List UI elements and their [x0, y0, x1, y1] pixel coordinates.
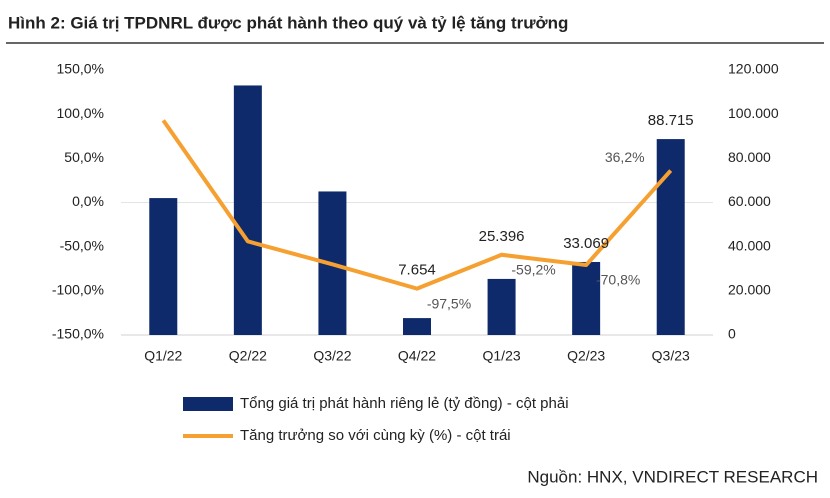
x-tick-label: Q2/23	[567, 348, 605, 364]
y-tick-label: -50,0%	[60, 237, 104, 253]
chart-title: Hình 2: Giá trị TPDNRL được phát hành th…	[8, 13, 568, 32]
source: Nguồn: HNX, VNDIRECT RESEARCH	[527, 467, 818, 486]
y-tick-label: 0,0%	[72, 193, 104, 209]
bar-value-label: 88.715	[648, 112, 694, 129]
bar	[403, 318, 431, 335]
y-tick-label: 100,0%	[57, 105, 104, 121]
legend-label: Tăng trưởng so với cùng kỳ (%) - cột trá…	[240, 427, 511, 444]
bar	[233, 85, 262, 335]
line-value-label: -70,8%	[596, 272, 640, 288]
x-tick-label: Q2/22	[229, 348, 267, 364]
y-tick-label: 50,0%	[64, 149, 104, 165]
bar	[656, 139, 685, 335]
line-value-label: 36,2%	[605, 149, 645, 165]
y2-tick-label: 0	[728, 326, 736, 342]
bar	[487, 278, 516, 335]
x-tick-label: Q1/23	[483, 348, 521, 364]
bar	[572, 261, 601, 335]
y-tick-label: 150,0%	[57, 61, 104, 77]
y-tick-label: -100,0%	[52, 282, 104, 298]
bar-value-label: 33.069	[563, 235, 609, 252]
bar	[149, 198, 178, 335]
bar-value-label: 7.654	[398, 262, 436, 279]
y2-tick-label: 120.000	[728, 61, 779, 77]
y2-tick-label: 40.000	[728, 237, 771, 253]
line-value-label: -97,5%	[427, 295, 471, 311]
legend-swatch	[183, 397, 233, 411]
x-tick-label: Q3/22	[313, 348, 351, 364]
legend-label: Tổng giá trị phát hành riêng lẻ (tỷ đồng…	[240, 395, 569, 412]
line-value-label: -59,2%	[511, 261, 555, 277]
y2-tick-label: 20.000	[728, 282, 771, 298]
x-tick-label: Q4/22	[398, 348, 436, 364]
x-tick-label: Q1/22	[144, 348, 182, 364]
y2-tick-label: 60.000	[728, 193, 771, 209]
line	[161, 119, 673, 291]
y2-tick-label: 100.000	[728, 105, 779, 121]
y-tick-label: -150,0%	[52, 326, 104, 342]
x-tick-label: Q3/23	[652, 348, 690, 364]
bar-value-label: 25.396	[479, 228, 525, 245]
y2-tick-label: 80.000	[728, 149, 771, 165]
